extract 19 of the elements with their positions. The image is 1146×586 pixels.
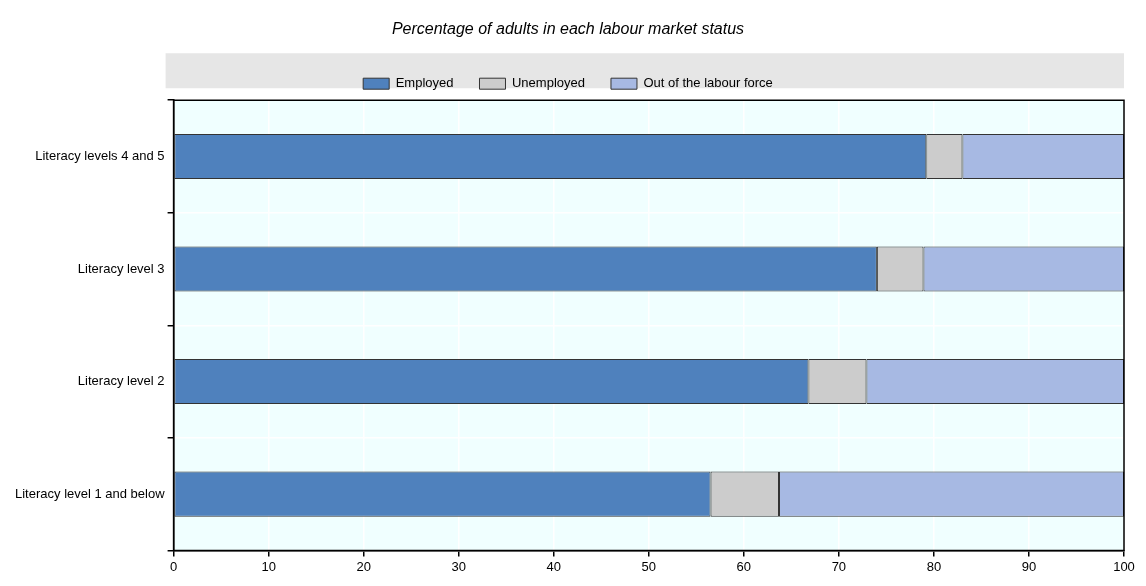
y-tick-label: Literacy levels 4 and 5 [35,148,165,164]
y-tick-label: Literacy level 2 [77,373,165,389]
y-tick-label: Literacy level 3 [77,260,165,276]
x-tick-label: 80 [926,558,942,574]
x-tick-label: 100 [1113,558,1135,574]
x-tick-label: 50 [641,558,657,574]
x-tick-label: 10 [261,558,276,574]
legend-label: Employed [395,75,454,91]
x-tick-label: 20 [356,558,371,574]
x-tick-label: 0 [169,558,178,574]
x-tick-label: 60 [736,558,752,574]
x-tick-label: 30 [451,558,466,574]
x-tick-label: 40 [546,558,561,574]
legend-label: Unemployed [511,75,585,91]
y-tick-label: Literacy level 1 and below [15,485,166,501]
x-tick-label: 90 [1021,558,1037,574]
legend-label: Out of the labour force [643,75,773,91]
x-tick-label: 70 [831,558,847,574]
chart-title: Percentage of adults in each labour market status [391,20,745,38]
